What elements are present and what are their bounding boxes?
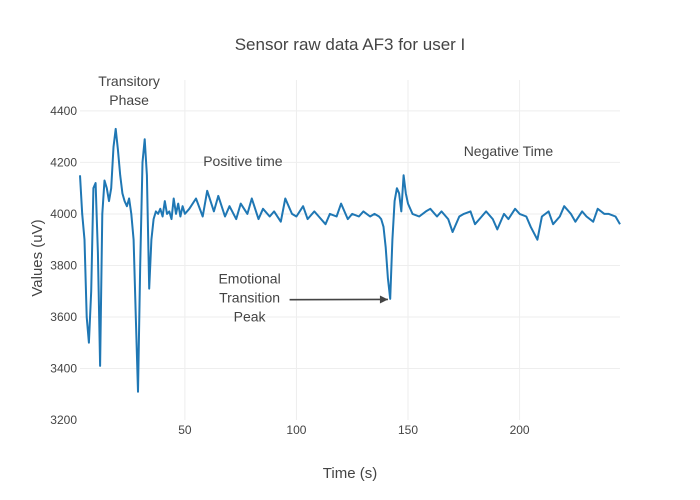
x-tick-label: 100 (286, 423, 306, 437)
tick-labels: 3200 3400 3600 3800 4000 4200 4400 50 100 150 200 (50, 104, 530, 437)
y-tick-label: 4000 (50, 207, 77, 221)
series-line (79, 127, 621, 393)
annotation-line: Transitory (98, 73, 160, 89)
y-tick-label: 3400 (50, 361, 77, 375)
annotation-line: Phase (109, 92, 149, 108)
y-tick-label: 3800 (50, 258, 77, 272)
annotation-line: Transition (219, 290, 280, 306)
annotation-line: Peak (234, 309, 267, 325)
annotation-arrowhead (379, 295, 388, 304)
gridlines (80, 80, 620, 420)
annotation-line: Negative Time (464, 143, 554, 159)
annotation: Positive time (203, 153, 283, 169)
x-tick-label: 50 (178, 423, 192, 437)
annotation-line: Emotional (218, 271, 280, 287)
annotation: Emotional Transition Peak (218, 271, 280, 325)
x-axis-label: Time (s) (323, 465, 377, 482)
chart-title: Sensor raw data AF3 for user I (235, 35, 466, 54)
x-tick-label: 150 (398, 423, 418, 437)
y-axis-label: Values (uV) (29, 219, 46, 296)
annotations: Transitory Phase Positive time Negative Tim… (98, 73, 553, 325)
y-tick-label: 4200 (50, 155, 77, 169)
y-tick-label: 3200 (50, 413, 77, 427)
annotation-line: Positive time (203, 153, 283, 169)
annotation: Transitory Phase (98, 73, 160, 108)
annotation: Negative Time (464, 143, 554, 159)
series-group (79, 127, 621, 393)
y-tick-label: 3600 (50, 310, 77, 324)
y-tick-label: 4400 (50, 104, 77, 118)
x-tick-label: 200 (510, 423, 530, 437)
